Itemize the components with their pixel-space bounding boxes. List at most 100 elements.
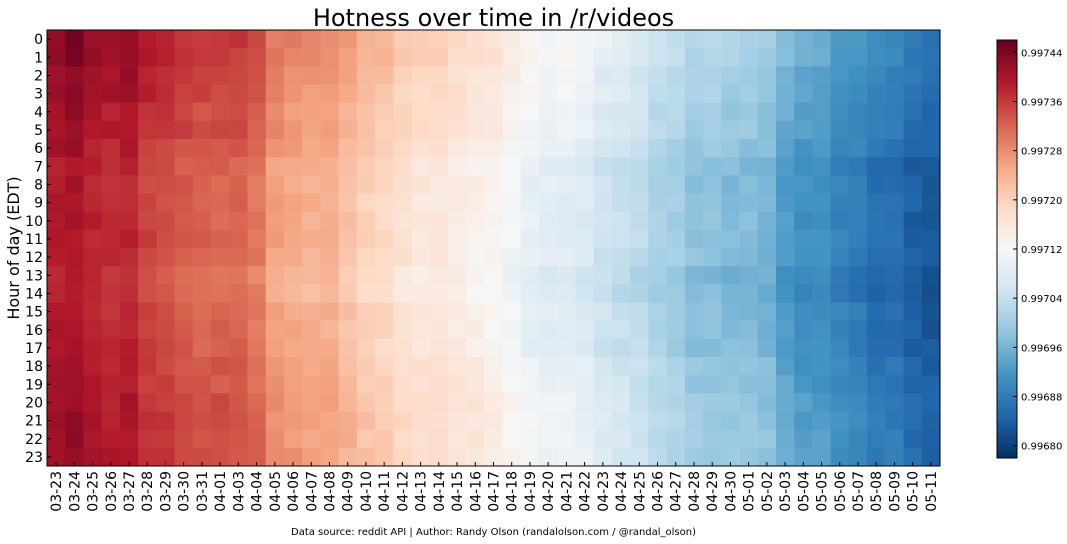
heatmap-cell: [484, 211, 504, 231]
heatmap-cell: [411, 211, 431, 231]
heatmap-cell: [156, 320, 176, 340]
heatmap-cell: [812, 375, 832, 394]
heatmap-cell: [539, 84, 558, 104]
heatmap-cell: [557, 266, 577, 285]
heatmap-cell: [648, 447, 668, 467]
heatmap-cell: [265, 302, 285, 322]
heatmap-cell: [466, 175, 485, 194]
heatmap-cell: [903, 66, 923, 85]
heatmap-cell: [138, 411, 157, 431]
heatmap-cell: [885, 338, 905, 358]
heatmap-cell: [101, 338, 121, 358]
heatmap-cell: [119, 193, 139, 213]
heatmap-cell: [648, 338, 668, 358]
heatmap-cell: [648, 157, 668, 176]
heatmap-cell: [174, 357, 194, 376]
heatmap-cell: [775, 229, 795, 249]
heatmap-cell: [192, 248, 212, 267]
heatmap-cell: [575, 447, 595, 467]
heatmap-cell: [211, 193, 230, 213]
heatmap-cell: [611, 266, 631, 285]
heatmap-cell: [757, 66, 777, 85]
heatmap-cell: [684, 411, 704, 431]
heatmap-cell: [921, 120, 941, 140]
heatmap-cell: [593, 284, 613, 303]
heatmap-cell: [265, 393, 285, 412]
heatmap-cell: [484, 266, 504, 285]
heatmap-cell: [885, 229, 905, 249]
heatmap-cell: [138, 229, 157, 249]
heatmap-cell: [666, 48, 686, 67]
heatmap-cell: [648, 211, 668, 231]
heatmap-cell: [520, 338, 540, 358]
heatmap-cell: [265, 338, 285, 358]
heatmap-cell: [411, 393, 431, 412]
heatmap-cell: [393, 84, 412, 104]
heatmap-cell: [283, 139, 303, 158]
heatmap-cell: [630, 211, 649, 231]
heatmap-cell: [356, 411, 376, 431]
heatmap-cell: [903, 393, 923, 412]
x-tick-label: 04-28: [687, 471, 703, 512]
heatmap-cell: [338, 139, 358, 158]
heatmap-cell: [721, 248, 741, 267]
heatmap-cell: [921, 429, 941, 449]
heatmap-cell: [885, 66, 905, 85]
heatmap-cell: [648, 30, 668, 49]
heatmap-cell: [812, 393, 832, 412]
heatmap-cell: [575, 139, 595, 158]
heatmap-cell: [247, 284, 267, 303]
heatmap-cell: [356, 139, 376, 158]
heatmap-cell: [192, 357, 212, 376]
heatmap-cell: [283, 447, 303, 467]
heatmap-cell: [611, 338, 631, 358]
heatmap-cell: [502, 338, 522, 358]
heatmap-cell: [356, 375, 376, 394]
heatmap-cell: [885, 48, 905, 67]
heatmap-cell: [174, 375, 194, 394]
heatmap-cell: [119, 30, 139, 49]
heatmap-cell: [611, 175, 631, 194]
heatmap-cell: [429, 393, 449, 412]
heatmap-cell: [848, 139, 868, 158]
heatmap-cell: [229, 375, 248, 394]
heatmap-cell: [666, 139, 686, 158]
heatmap-cell: [903, 248, 923, 267]
heatmap-cell: [593, 338, 613, 358]
heatmap-cell: [630, 175, 649, 194]
x-tick-label: 03-24: [67, 471, 83, 512]
heatmap-cell: [47, 211, 66, 231]
heatmap-cell: [520, 429, 540, 449]
heatmap-cell: [83, 120, 103, 140]
heatmap-cell: [885, 411, 905, 431]
heatmap-cell: [138, 157, 157, 176]
heatmap-cell: [320, 302, 340, 322]
heatmap-cell: [211, 429, 230, 449]
heatmap-cell: [648, 375, 668, 394]
heatmap-cell: [775, 375, 795, 394]
heatmap-cell: [666, 66, 686, 85]
heatmap-cell: [375, 411, 394, 431]
chart-title: Hotness over time in /r/videos: [313, 4, 674, 32]
heatmap-cell: [575, 320, 595, 340]
heatmap-cell: [211, 284, 230, 303]
heatmap-cell: [502, 66, 522, 85]
heatmap-cell: [921, 411, 941, 431]
heatmap-cell: [593, 266, 613, 285]
heatmap-cell: [885, 393, 905, 412]
heatmap-cell: [593, 411, 613, 431]
heatmap-cell: [721, 193, 741, 213]
heatmap-cell: [174, 30, 194, 49]
heatmap-cell: [666, 429, 686, 449]
heatmap-cell: [830, 248, 850, 267]
heatmap-cell: [666, 338, 686, 358]
heatmap-cell: [830, 175, 850, 194]
heatmap-cell: [447, 120, 467, 140]
heatmap-cell: [648, 248, 668, 267]
heatmap-cell: [192, 48, 212, 67]
heatmap-cell: [757, 320, 777, 340]
heatmap-cell: [520, 84, 540, 104]
heatmap-cell: [867, 411, 886, 431]
heatmap-cell: [812, 175, 832, 194]
heatmap-cell: [138, 320, 157, 340]
